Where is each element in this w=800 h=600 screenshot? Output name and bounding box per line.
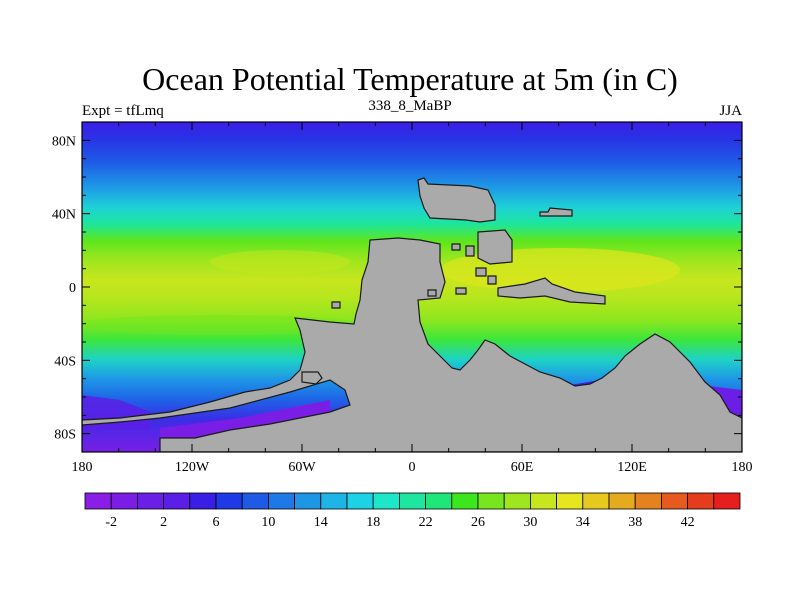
colorbar-label: 22 (419, 515, 433, 530)
colorbar-swatch (687, 492, 715, 510)
map-title: Ocean Potential Temperature at 5m (in C) (142, 61, 678, 97)
season-label: JJA (719, 103, 742, 119)
land-small-island-4 (475, 267, 487, 277)
land-northern-block (417, 177, 496, 223)
colorbar-label: 30 (523, 515, 537, 530)
land-southern-band (82, 237, 742, 452)
land-small-island-1 (539, 207, 573, 217)
colorbar-swatch (320, 492, 348, 510)
y-tick-label: 40S (54, 354, 76, 369)
x-tick-label: 0 (409, 460, 416, 475)
colorbar-swatch (451, 492, 479, 510)
colorbar-swatch (634, 492, 662, 510)
colorbar-swatch (661, 492, 689, 510)
colorbar-swatch (556, 492, 584, 510)
x-tick-label: 120W (175, 460, 210, 475)
colorbar-swatch (503, 492, 531, 510)
land-small-island-2 (451, 243, 461, 251)
colorbar-label: -2 (105, 515, 117, 530)
land-masses (82, 177, 742, 452)
land-small-island-8 (455, 287, 467, 295)
colorbar-label: 26 (471, 515, 485, 530)
land-small-island-7 (427, 289, 437, 297)
y-axis: 80N 40N 0 40S 80S (52, 121, 742, 453)
colorbar-label: 34 (576, 515, 590, 530)
colorbar-swatch (713, 492, 741, 510)
x-tick-label: 180 (732, 460, 753, 475)
y-tick-label: 80S (54, 428, 76, 443)
colorbar-swatch (241, 492, 269, 510)
colorbar-swatch (163, 492, 191, 510)
land-island-chain (301, 371, 323, 385)
colorbar-swatch (582, 492, 610, 510)
y-tick-label: 0 (69, 281, 76, 296)
age-label: 338_8_MaBP (368, 98, 451, 114)
colorbar-swatch (136, 492, 164, 510)
colorbar-swatch (267, 492, 295, 510)
x-axis: 180 120W 60W 0 60E 120E 180 (72, 122, 753, 475)
colorbar-label: 42 (681, 515, 695, 530)
land-small-island-3 (465, 245, 475, 257)
land-small-island-6 (331, 301, 341, 309)
y-tick-label: 80N (52, 134, 76, 149)
colorbar-swatch (110, 492, 138, 510)
land-east-block (477, 229, 513, 265)
colorbar-swatch (425, 492, 453, 510)
land-equator-strip (497, 277, 606, 305)
colorbar-label: 18 (366, 515, 380, 530)
x-tick-label: 60E (511, 460, 534, 475)
colorbar-swatch (530, 492, 558, 510)
colorbar-swatch (608, 492, 636, 510)
colorbar-label: 2 (160, 515, 167, 530)
colorbar-label: 38 (628, 515, 642, 530)
warm-pool-central (210, 250, 350, 274)
y-tick-label: 40N (52, 208, 76, 223)
colorbar-swatch (215, 492, 243, 510)
experiment-label: Expt = tfLmq (82, 103, 164, 119)
colorbar-swatch (294, 492, 322, 510)
colorbar-label: 6 (213, 515, 220, 530)
map-field (82, 122, 742, 452)
colorbar-swatch (346, 492, 374, 510)
colorbar-swatch (477, 492, 505, 510)
x-tick-label: 120E (617, 460, 647, 475)
colorbar-label: 14 (314, 515, 328, 530)
x-tick-label: 60W (288, 460, 316, 475)
colorbar-swatch (84, 492, 112, 510)
cold-south-antarctic (160, 400, 330, 438)
colorbar-swatch (398, 492, 426, 510)
x-tick-label: 180 (72, 460, 93, 475)
colorbar-swatch (372, 492, 400, 510)
land-small-island-5 (487, 275, 497, 285)
colorbar-swatch (189, 492, 217, 510)
colorbar-label: 10 (261, 515, 275, 530)
colorbar: -2 2 6 10 14 18 22 26 30 34 38 42 (84, 492, 741, 530)
